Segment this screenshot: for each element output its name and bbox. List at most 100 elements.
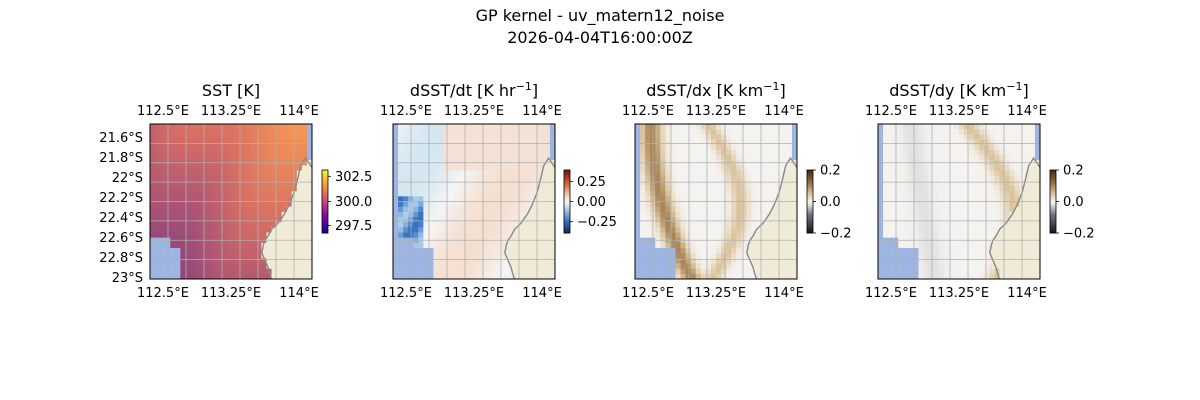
heatmap-cell (398, 129, 404, 135)
heatmap-cell (251, 258, 257, 264)
heatmap-cell (281, 268, 288, 275)
colorbar-segment (564, 220, 570, 223)
heatmap-cell (731, 196, 737, 202)
heatmap-cell (509, 227, 515, 233)
heatmap-cell (458, 253, 465, 259)
heatmap-cell (463, 227, 470, 233)
heatmap-cell (468, 258, 475, 264)
heatmap-cell (741, 227, 747, 233)
heatmap-cell (504, 139, 510, 146)
heatmap-cell (529, 273, 536, 280)
heatmap-cell (751, 217, 757, 223)
heatmap-cell (1019, 196, 1026, 202)
heatmap-cell (994, 196, 1000, 202)
heatmap-cell (736, 165, 742, 171)
heatmap-cell (883, 268, 889, 275)
heatmap-cell (999, 273, 1005, 280)
heatmap-cell (948, 134, 955, 140)
heatmap-cell (680, 170, 687, 177)
heatmap-cell (756, 186, 762, 192)
heatmap-cell (210, 248, 217, 254)
colorbar-segment (322, 218, 328, 221)
heatmap-cell (670, 217, 676, 223)
heatmap-cell (731, 242, 737, 249)
heatmap-cell (695, 273, 702, 280)
heatmap-cell (251, 180, 257, 187)
heatmap-cell (1034, 217, 1041, 223)
heatmap-cell (205, 155, 212, 161)
heatmap-cell (771, 139, 778, 146)
heatmap-cell (953, 165, 960, 171)
heatmap-cell (413, 248, 419, 254)
colorbar-segment (807, 171, 813, 174)
heatmap-cell (180, 263, 186, 270)
heatmap-cell (468, 149, 475, 156)
heatmap-cell (964, 201, 970, 208)
heatmap-cell (519, 211, 526, 218)
colorbar-segment (1050, 190, 1056, 193)
heatmap-cell (423, 242, 429, 249)
heatmap-cell (474, 227, 480, 233)
heatmap-cell (205, 175, 212, 182)
heatmap-cell (640, 175, 646, 182)
heatmap-cell (453, 196, 460, 202)
heatmap-cell (150, 263, 156, 270)
heatmap-cell (170, 139, 176, 146)
heatmap-cell (781, 139, 788, 146)
heatmap-cell (231, 273, 237, 280)
heatmap-cell (301, 165, 308, 171)
heatmap-cell (928, 268, 935, 275)
heatmap-cell (261, 191, 267, 197)
heatmap-cell (994, 253, 1000, 259)
heatmap-cell (1034, 186, 1041, 192)
heatmap-cell (741, 129, 747, 135)
heatmap-cell (514, 263, 520, 270)
heatmap-cell (534, 222, 541, 228)
heatmap-cell (786, 134, 793, 140)
heatmap-cell (635, 149, 641, 156)
heatmap-cell (741, 211, 747, 218)
heatmap-cell (175, 175, 181, 182)
heatmap-cell (463, 248, 470, 254)
heatmap-cell (1009, 227, 1016, 233)
colorbar-segment (807, 228, 813, 231)
heatmap-cell (933, 232, 940, 239)
heatmap-cell (964, 258, 970, 264)
heatmap-cell (969, 263, 975, 270)
heatmap-cell (403, 191, 409, 197)
heatmap-cell (979, 191, 985, 197)
heatmap-cell (448, 273, 455, 280)
heatmap-cell (918, 191, 924, 197)
heatmap-cell (908, 186, 914, 192)
heatmap-cell (898, 248, 904, 254)
heatmap-cell (529, 129, 536, 135)
heatmap-cell (736, 180, 742, 187)
heatmap-cell (291, 258, 298, 264)
heatmap-cell (448, 175, 455, 182)
heatmap-cell (251, 129, 257, 135)
heatmap-cell (190, 217, 196, 223)
heatmap-cell (205, 217, 212, 223)
heatmap-cell (700, 232, 707, 239)
heatmap-cell (509, 144, 515, 151)
heatmap-cell (256, 155, 262, 161)
heatmap-cell (640, 253, 646, 259)
heatmap-cell (878, 180, 884, 187)
heatmap-cell (504, 191, 510, 197)
heatmap-cell (220, 232, 227, 239)
heatmap-cell (453, 191, 460, 197)
heatmap-cell (261, 180, 267, 187)
heatmap-cell (1019, 175, 1026, 182)
heatmap-cell (675, 165, 681, 171)
heatmap-cell (504, 248, 510, 254)
heatmap-cell (509, 170, 515, 177)
heatmap-cell (751, 155, 757, 161)
heatmap-cell (403, 253, 409, 259)
heatmap-cell (463, 217, 470, 223)
heatmap-cell (1004, 253, 1011, 259)
colorbar-segment (807, 231, 813, 234)
heatmap-cell (999, 201, 1005, 208)
heatmap-cell (781, 175, 788, 182)
heatmap-cell (670, 134, 676, 140)
heatmap-cell (474, 170, 480, 177)
